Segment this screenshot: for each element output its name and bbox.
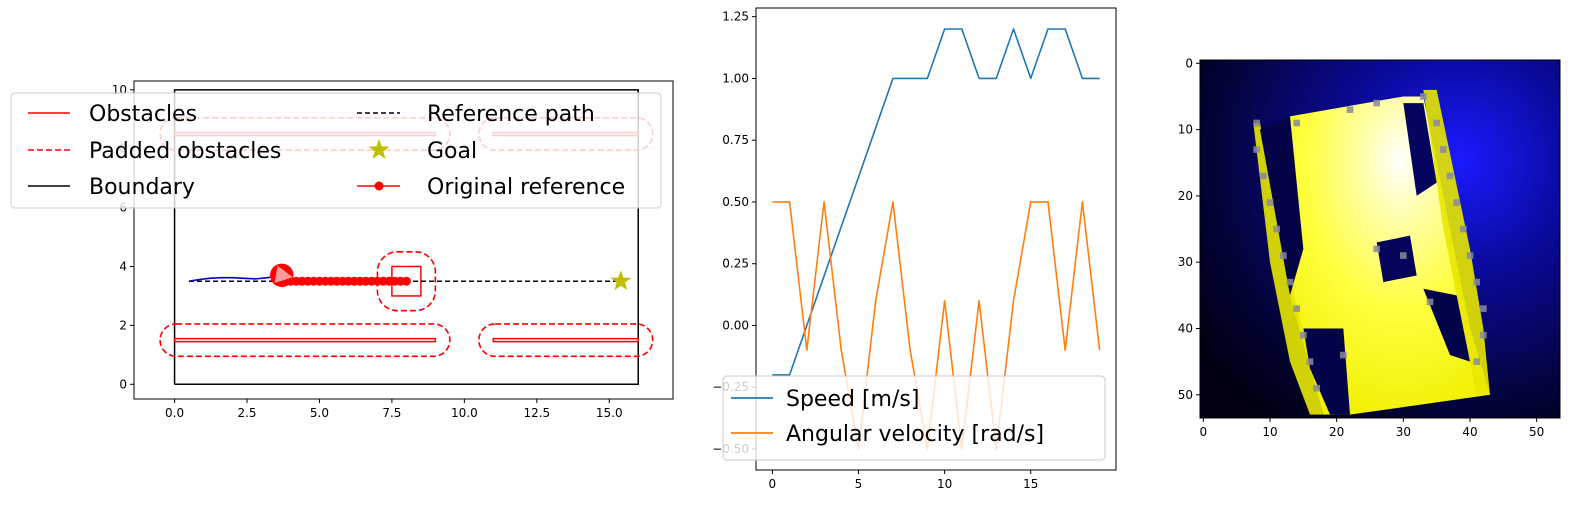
legend-original-dot	[374, 181, 384, 191]
y-tick-label: 0.50	[722, 195, 749, 209]
occupancy-edge-cell	[1340, 351, 1347, 359]
occupancy-edge-cell	[1440, 146, 1447, 153]
padded-obstacle	[478, 323, 654, 358]
map-legend-box	[10, 92, 662, 209]
y-tick-label: 1.25	[722, 10, 749, 24]
x-tick-label: 20	[1329, 425, 1344, 439]
legend-label: Original reference	[427, 175, 625, 200]
occupancy-edge-cell	[1253, 119, 1260, 127]
controls-legend: Speed [m/s] Angular velocity [rad/s]	[722, 375, 1106, 461]
x-tick-label: 12.5	[523, 406, 550, 420]
obstacle	[173, 337, 437, 343]
y-tick-label: 4	[119, 260, 127, 274]
x-tick-label: 10	[937, 477, 952, 491]
controls-content	[772, 28, 1101, 450]
occupancy-edge-cell	[1373, 99, 1380, 107]
occupancy-edge-cell	[1260, 172, 1267, 180]
y-tick-label: 20	[1178, 189, 1193, 203]
occupancy-edge-cell	[1286, 278, 1294, 286]
free-strip-right	[1423, 89, 1490, 395]
occupancy-edge-cell	[1433, 119, 1440, 127]
x-tick-label: 2.5	[237, 406, 256, 420]
occupancy-edge-cell	[1293, 305, 1300, 312]
x-tick-label: 5	[855, 477, 863, 491]
occupancy-edge-cell	[1373, 245, 1380, 253]
occupancy-edge-cell	[1313, 384, 1320, 392]
x-tick-label: 40	[1462, 425, 1477, 439]
occupancy-edge-cell	[1446, 172, 1454, 180]
x-tick-label: 15	[1023, 477, 1038, 491]
x-tick-label: 30	[1396, 425, 1411, 439]
occupancy-edge-cell	[1400, 252, 1407, 259]
goal-marker	[610, 270, 632, 291]
x-tick-label: 0	[1200, 425, 1208, 439]
obstacle	[492, 337, 639, 343]
occupancy-edge-cell	[1266, 199, 1274, 206]
occupancy-edge-cell	[1460, 225, 1467, 233]
legend-label: Speed [m/s]	[786, 387, 919, 412]
legend-label: Angular velocity [rad/s]	[786, 422, 1044, 447]
x-tick-label: 15.0	[596, 406, 623, 420]
occupancy-axes-frame	[1199, 59, 1561, 419]
y-tick-label: 1.00	[722, 71, 749, 85]
occupancy-edge-cell	[1480, 305, 1487, 312]
occluded-region	[1260, 116, 1304, 296]
original-reference-point	[401, 276, 411, 286]
legend-label: Obstacles	[89, 102, 197, 127]
series-line-0	[772, 28, 1100, 376]
x-tick-label: 0.0	[165, 406, 184, 420]
occupancy-edge-cell	[1273, 225, 1280, 233]
padded-obstacle	[159, 323, 451, 358]
occupancy-edge-cell	[1253, 146, 1260, 153]
occupancy-edge-cell	[1473, 278, 1480, 286]
occupancy-ticks: 0 10 20 30 40 50 0 10 20 30 40 50	[1178, 56, 1545, 439]
occupancy-edge-cell	[1473, 358, 1480, 365]
occupancy-edge-cell	[1426, 298, 1434, 306]
legend-label: Reference path	[427, 102, 595, 127]
y-tick-label: 0.75	[722, 133, 749, 147]
occluded-region	[1376, 235, 1417, 283]
y-tick-label: 0.25	[722, 257, 749, 271]
y-tick-label: 10	[1178, 123, 1193, 137]
x-tick-label: 50	[1529, 425, 1544, 439]
free-strip-left	[1253, 122, 1324, 415]
legend-label: Padded obstacles	[89, 139, 281, 164]
robot-heading-arrow	[274, 265, 293, 283]
occupancy-edge-cell	[1280, 252, 1287, 259]
y-tick-label: 2	[119, 318, 127, 332]
y-tick-label: 50	[1178, 388, 1193, 402]
occluded-region	[1423, 288, 1470, 362]
y-tick-label: 0	[119, 377, 127, 391]
occupancy-edge-cell	[1480, 331, 1487, 339]
occupancy-edge-cell	[1466, 252, 1474, 259]
y-tick-label: 40	[1178, 322, 1193, 336]
series-line-1	[772, 201, 1101, 450]
legend-goal-swatch	[368, 139, 390, 159]
x-tick-label: 7.5	[382, 406, 401, 420]
occupancy-edge-cell	[1346, 106, 1354, 114]
occupancy-grid	[1200, 60, 1560, 418]
occluded-region	[1403, 103, 1437, 196]
y-tick-label: 0	[1185, 56, 1193, 70]
occupancy-edge-cell	[1453, 199, 1460, 206]
y-tick-label: 0.00	[722, 318, 749, 332]
occupancy-edge-cell	[1420, 93, 1427, 100]
controls-legend-box	[722, 375, 1106, 461]
occluded-region	[1303, 328, 1350, 415]
occupancy-edge-cell	[1293, 119, 1300, 127]
y-tick-label: 30	[1178, 255, 1193, 269]
legend-label: Boundary	[89, 175, 195, 200]
map-legend: Obstacles Padded obstacles Boundary Referen…	[10, 92, 662, 209]
occupancy-edge-cell	[1300, 331, 1307, 339]
x-tick-label: 0	[769, 477, 777, 491]
legend-label: Goal	[427, 139, 477, 164]
occupancy-edge-cell	[1306, 358, 1314, 365]
x-tick-label: 5.0	[310, 406, 329, 420]
occupancy-panel: 0 10 20 30 40 50 0 10 20 30 40 50	[1178, 56, 1561, 439]
x-tick-label: 10	[1262, 425, 1277, 439]
x-tick-label: 10.0	[451, 406, 478, 420]
